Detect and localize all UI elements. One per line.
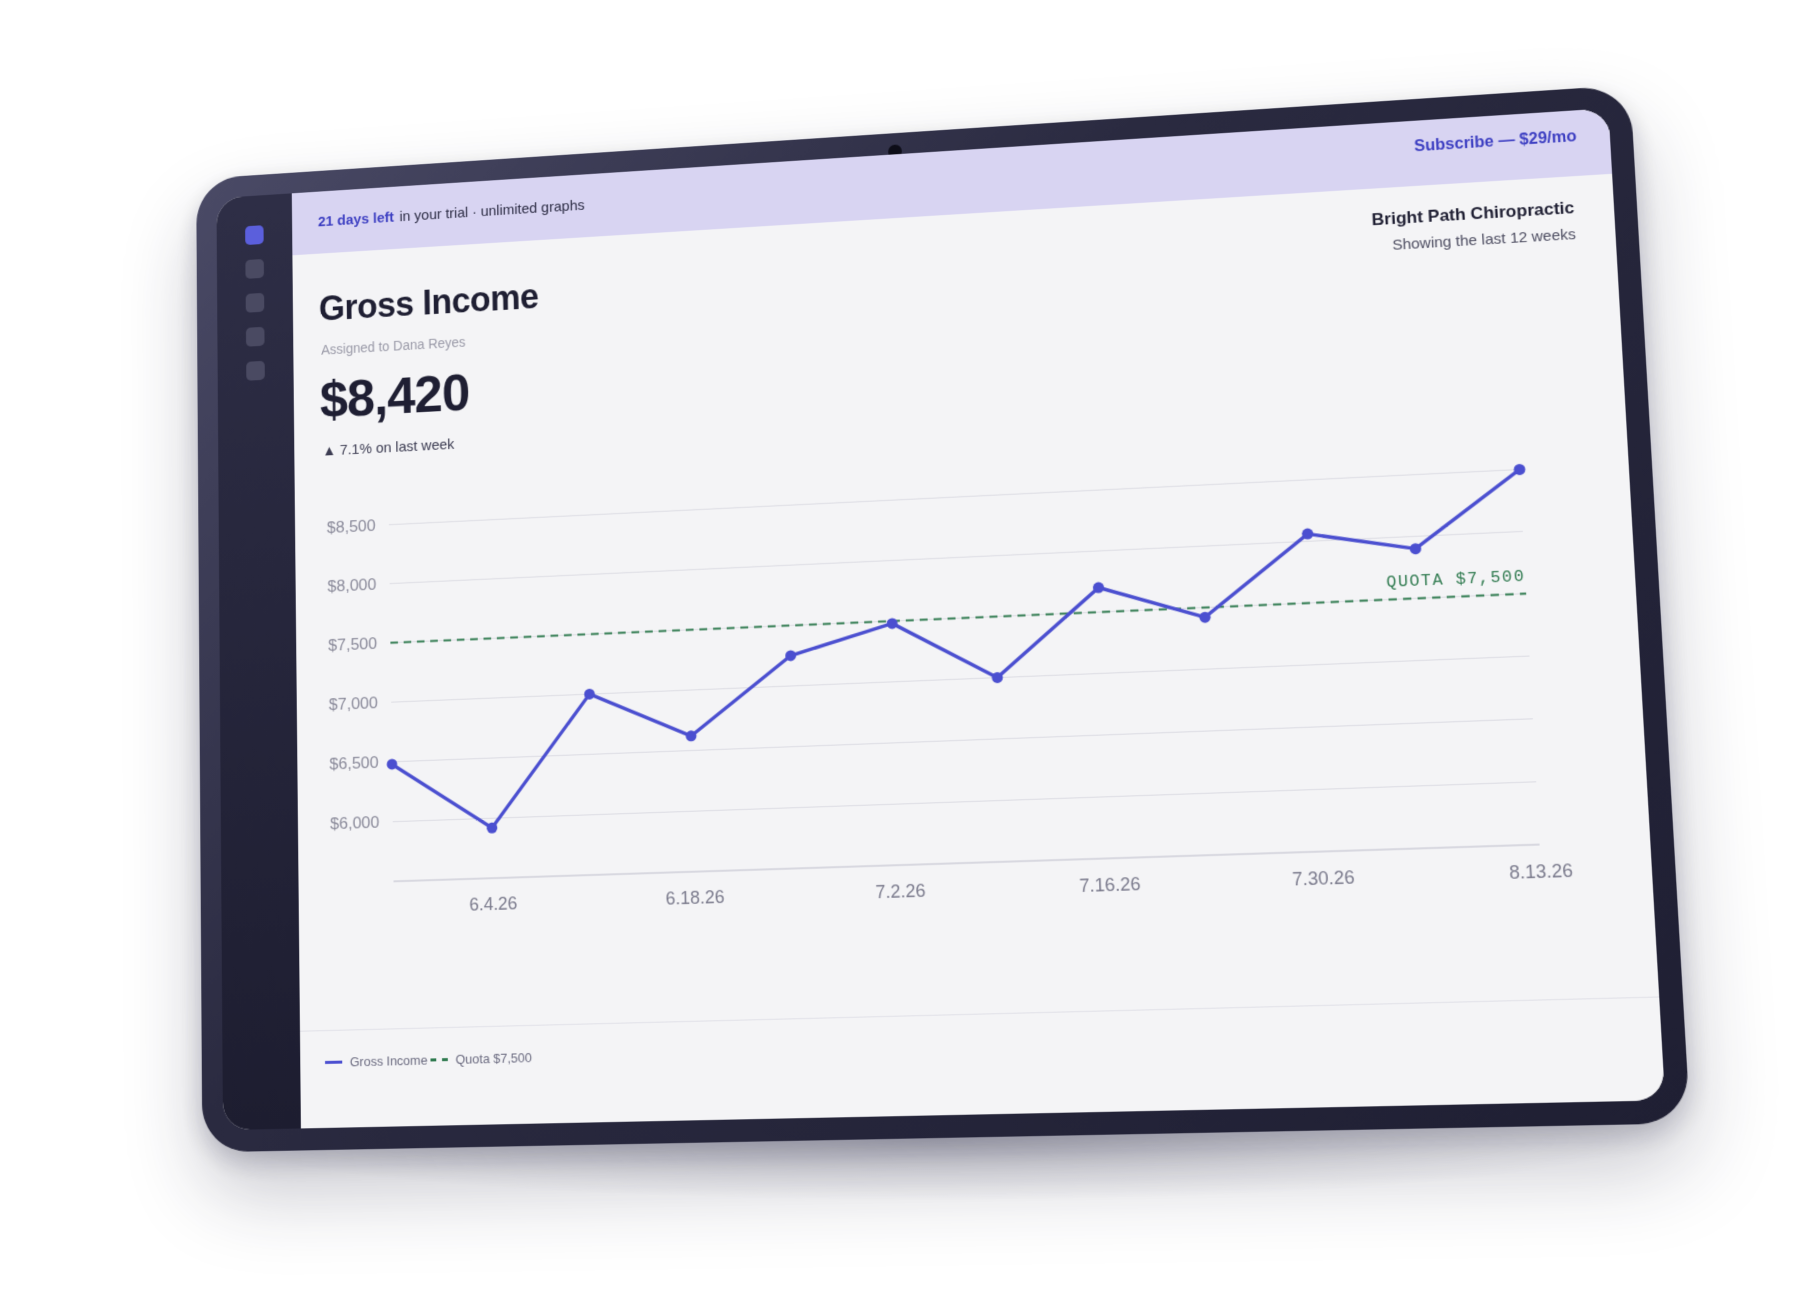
gridline xyxy=(390,594,1526,643)
current-value: $8,420 xyxy=(320,363,470,430)
gridline xyxy=(393,782,1536,822)
x-tick-label: 7.30.26 xyxy=(1292,867,1355,890)
legend-item-series: Gross Income xyxy=(325,1053,428,1070)
y-tick-label: $7,500 xyxy=(328,635,377,656)
trial-days-left: 21 days left xyxy=(318,209,394,230)
x-tick-label: 6.18.26 xyxy=(665,887,724,909)
sidebar xyxy=(216,193,300,1130)
screen: 21 days left in your trial · unlimited gr… xyxy=(216,108,1665,1130)
y-tick-label: $7,000 xyxy=(329,694,378,715)
x-tick-label: 7.16.26 xyxy=(1079,874,1141,896)
page-title: Gross Income xyxy=(319,276,539,329)
sidebar-item-nav-icon[interactable] xyxy=(246,361,265,381)
sidebar-item-nav-icon[interactable] xyxy=(246,293,265,313)
legend-label-quota: Quota $7,500 xyxy=(455,1050,532,1067)
trial-status: 21 days left in your trial · unlimited gr… xyxy=(318,197,585,230)
assigned-to: Assigned to Dana Reyes xyxy=(321,334,465,357)
line-chart: $6,000 $6,500 $7,000 $7,500 $8,000 $8,500 6.4.… xyxy=(295,409,1654,944)
gridline xyxy=(389,469,1520,524)
y-tick-label: $6,500 xyxy=(329,753,378,774)
gridline xyxy=(392,719,1533,762)
up-arrow-icon: ▲ xyxy=(322,443,336,460)
sidebar-item-nav-icon[interactable] xyxy=(246,327,265,347)
main-content: 21 days left in your trial · unlimited gr… xyxy=(292,108,1665,1128)
gridline xyxy=(391,656,1529,702)
tablet-device: 21 days left in your trial · unlimited gr… xyxy=(196,85,1690,1153)
series-line xyxy=(389,469,1537,831)
range-note: Showing the last 12 weeks xyxy=(1392,226,1576,254)
y-tick-label: $8,500 xyxy=(327,517,376,538)
legend-swatch-solid xyxy=(325,1061,342,1064)
y-tick-label: $6,000 xyxy=(330,813,380,833)
legend-swatch-dashed xyxy=(430,1058,447,1061)
x-tick-label: 6.4.26 xyxy=(469,893,518,914)
chart-legend: Gross Income Quota $7,500 xyxy=(300,996,1663,1091)
legend-item-quota: Quota $7,500 xyxy=(430,1050,532,1067)
y-tick-label: $8,000 xyxy=(327,575,376,596)
trial-banner: 21 days left in your trial · unlimited gr… xyxy=(292,108,1612,255)
x-axis-line xyxy=(394,845,1540,882)
sidebar-item-nav-icon[interactable] xyxy=(245,259,264,279)
company-name: Bright Path Chiropractic xyxy=(1371,198,1575,230)
subscribe-link[interactable]: Subscribe — $29/mo xyxy=(1414,128,1577,156)
trial-text: in your trial · unlimited graphs xyxy=(399,197,584,225)
sidebar-item-home-icon[interactable] xyxy=(245,225,264,245)
legend-label-series: Gross Income xyxy=(350,1053,428,1070)
x-tick-label: 7.2.26 xyxy=(875,880,926,902)
delta-text: 7.1% on last week xyxy=(340,436,455,458)
quota-label: QUOTA $7,500 xyxy=(1386,568,1526,593)
x-tick-label: 8.13.26 xyxy=(1509,860,1574,883)
delta-change: ▲ 7.1% on last week xyxy=(322,436,454,459)
